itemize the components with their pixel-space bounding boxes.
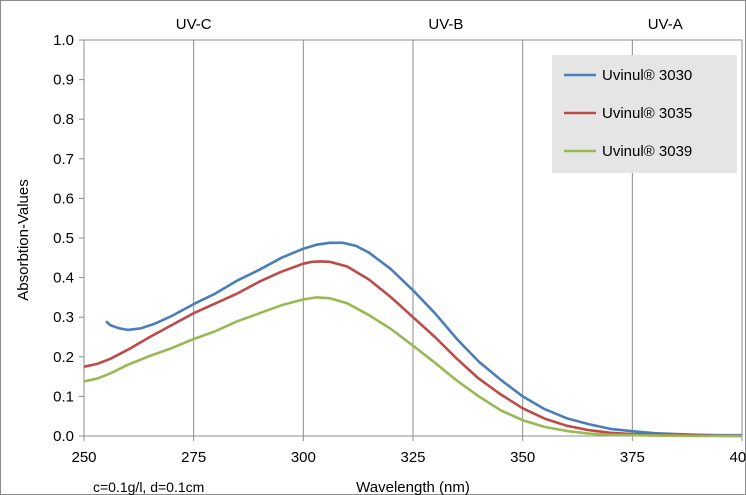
y-tick-label: 0.0 (53, 428, 74, 445)
y-tick-label: 0.7 (53, 151, 74, 168)
uv-band-labels: UV-C UV-B UV-A (176, 16, 683, 33)
legend-entry-label: Uvinul® 3030 (602, 67, 692, 84)
series-line (105, 241, 742, 437)
y-tick-label: 0.5 (53, 230, 74, 247)
y-tick-label: 0.9 (53, 72, 74, 89)
series-line (83, 260, 743, 438)
y-tick-label: 0.3 (53, 309, 74, 326)
x-tick-label: 275 (181, 449, 206, 466)
y-tick-label: 0.8 (53, 111, 74, 128)
y-tick-label: 0.2 (53, 349, 74, 366)
y-tick-label: 0.6 (53, 190, 74, 207)
measurement-note: c=0.1g/l, d=0.1cm (93, 479, 204, 495)
series-lines (83, 241, 743, 438)
x-tick-label: 300 (291, 449, 316, 466)
y-axis-title: Absorbtion-Values (15, 179, 32, 300)
x-tick-label: 400 (729, 449, 746, 466)
uv-band-label: UV-C (176, 16, 212, 33)
x-axis-title: Wavelength (nm) (356, 479, 470, 495)
chart-axes: 250 275 300 325 350 375 400 0.0 0.1 0.2 0.3 0.4 0.5 0… (53, 32, 746, 466)
y-tick-label: 0.4 (53, 270, 74, 287)
uv-band-label: UV-A (648, 16, 683, 33)
y-tick-label: 0.1 (53, 388, 74, 405)
x-tick-label: 250 (71, 449, 96, 466)
uv-band-label: UV-B (428, 16, 463, 33)
legend-entry-label: Uvinul® 3035 (602, 105, 692, 122)
series-line (83, 296, 742, 438)
x-tick-label: 350 (510, 449, 535, 466)
chart-legend: Uvinul® 3030 Uvinul® 3035 Uvinul® 3039 (552, 55, 737, 173)
x-tick-label: 325 (400, 449, 425, 466)
legend-entry-label: Uvinul® 3039 (602, 143, 692, 160)
y-tick-label: 1.0 (53, 32, 74, 49)
x-tick-label: 375 (620, 449, 645, 466)
